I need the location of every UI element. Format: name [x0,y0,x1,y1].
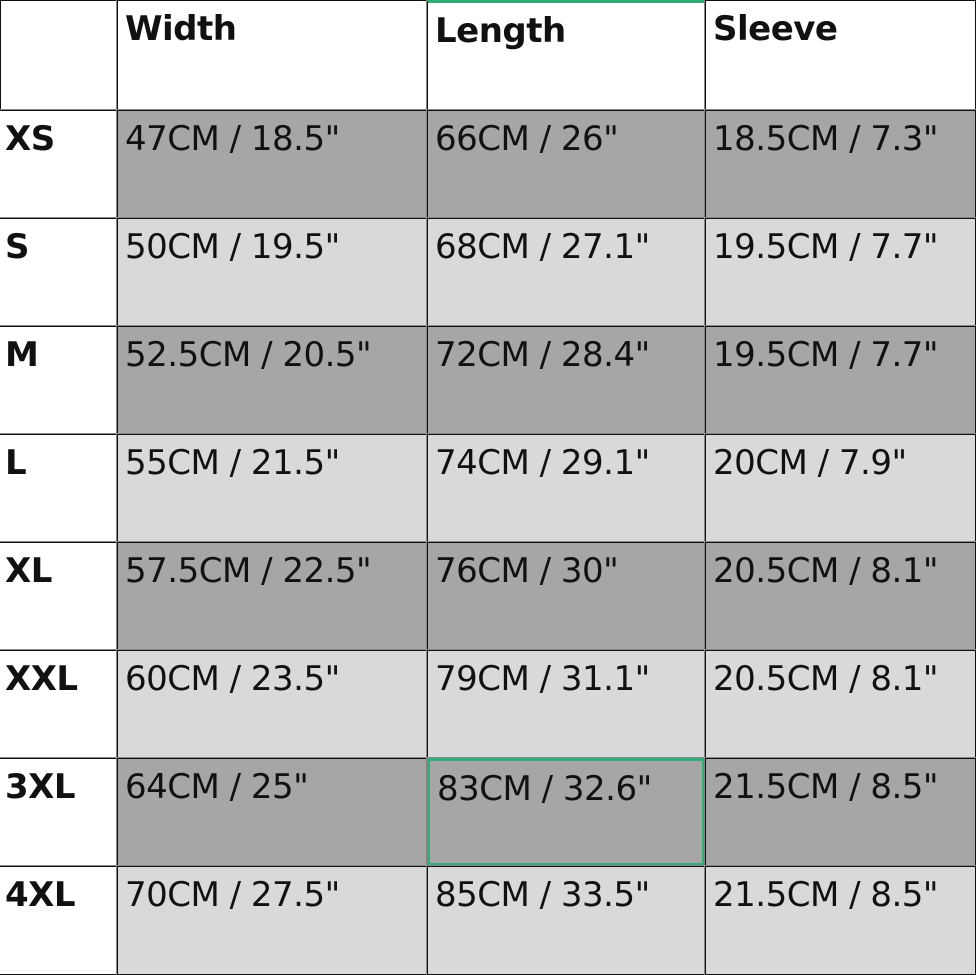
row-header[interactable]: M [0,325,118,435]
table-cell[interactable]: 21.5CM / 8.5" [704,865,976,975]
column-header-width[interactable]: Width [116,0,428,111]
column-header-sleeve[interactable]: Sleeve [704,0,976,111]
table-cell[interactable]: 47CM / 18.5" [116,109,428,219]
column-header-length[interactable]: Length [426,0,706,111]
table-cell[interactable]: 79CM / 31.1" [426,649,706,759]
table-cell[interactable]: 68CM / 27.1" [426,217,706,327]
table-cell[interactable]: 52.5CM / 20.5" [116,325,428,435]
table-cell[interactable]: 85CM / 33.5" [426,865,706,975]
row-header[interactable]: S [0,217,118,327]
table-cell[interactable]: 21.5CM / 8.5" [704,757,976,867]
row-header[interactable]: XS [0,109,118,219]
table-cell[interactable]: 18.5CM / 7.3" [704,109,976,219]
table-cell[interactable]: 20.5CM / 8.1" [704,541,976,651]
table-cell[interactable]: 72CM / 28.4" [426,325,706,435]
table-cell[interactable]: 20CM / 7.9" [704,433,976,543]
table-cell[interactable]: 57.5CM / 22.5" [116,541,428,651]
row-header[interactable]: L [0,433,118,543]
table-cell[interactable]: 19.5CM / 7.7" [704,325,976,435]
row-header[interactable]: 4XL [0,865,118,975]
table-cell[interactable]: 55CM / 21.5" [116,433,428,543]
column-header-corner[interactable] [0,0,118,111]
table-cell[interactable]: 60CM / 23.5" [116,649,428,759]
table-cell[interactable]: 20.5CM / 8.1" [704,649,976,759]
row-header[interactable]: 3XL [0,757,118,867]
row-header[interactable]: XL [0,541,118,651]
table-cell[interactable]: 70CM / 27.5" [116,865,428,975]
table-cell[interactable]: 76CM / 30" [426,541,706,651]
row-header[interactable]: XXL [0,649,118,759]
table-cell[interactable]: 83CM / 32.6" [426,757,706,867]
table-cell[interactable]: 74CM / 29.1" [426,433,706,543]
table-cell[interactable]: 50CM / 19.5" [116,217,428,327]
table-cell[interactable]: 19.5CM / 7.7" [704,217,976,327]
table-cell[interactable]: 64CM / 25" [116,757,428,867]
table-cell[interactable]: 66CM / 26" [426,109,706,219]
